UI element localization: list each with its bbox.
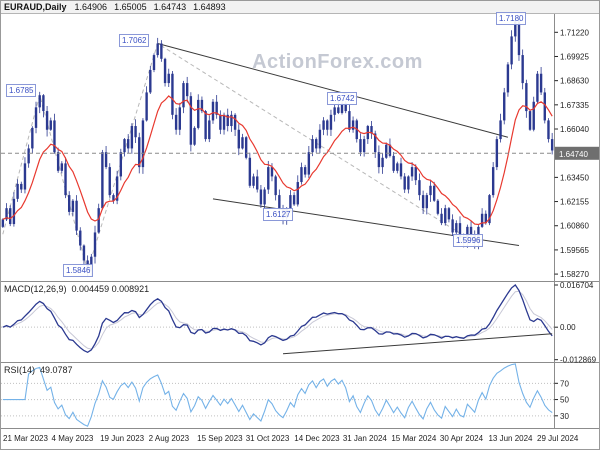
rsi-label-row: RSI(14) 49.0787 — [4, 365, 73, 375]
time-axis-label: 30 Apr 2024 — [440, 434, 484, 443]
rsi-value: 49.0787 — [40, 365, 73, 375]
chart-title-bar: EURAUD,Daily 1.64906 1.65005 1.64743 1.64893 — [1, 1, 599, 14]
time-axis-label: 21 Mar 2023 — [3, 434, 48, 443]
time-axis-label: 2 Aug 2023 — [149, 434, 190, 443]
time-axis-label: 14 Dec 2023 — [294, 434, 340, 443]
time-axis-label: 15 Sep 2023 — [197, 434, 243, 443]
price-axis-tick: 1.59565 — [560, 246, 589, 255]
time-axis-label: 31 Oct 2023 — [246, 434, 290, 443]
macd-trendline — [282, 333, 553, 355]
candlestick-series — [1, 17, 554, 277]
trendline — [157, 43, 509, 138]
macd-values: 0.004459 0.008921 — [71, 284, 150, 294]
macd-label-row: MACD(12,26,9) 0.004459 0.008921 — [4, 284, 149, 294]
watermark: ActionForex.com — [252, 51, 423, 73]
price-axis-tick: 1.71220 — [560, 28, 589, 37]
time-axis-label: 19 Jun 2023 — [100, 434, 145, 443]
ohlc-close: 1.64893 — [193, 2, 226, 12]
rsi-name: RSI(14) — [4, 365, 36, 375]
time-axis-label: 31 Jan 2024 — [343, 434, 388, 443]
time-axis-label: 4 May 2023 — [52, 434, 94, 443]
current-price-label: 1.64740 — [559, 150, 588, 159]
swing-dashed-line — [2, 42, 475, 273]
ohlc-low: 1.64743 — [153, 2, 187, 12]
time-axis-label: 29 Jul 2024 — [537, 434, 579, 443]
macd-axis-tick: 0.016704 — [560, 281, 594, 290]
current-price-box — [555, 146, 599, 160]
time-axis-label: 15 Mar 2024 — [391, 434, 436, 443]
time-axis-label: 13 Jun 2024 — [488, 434, 533, 443]
macd-axis-tick: 0.00 — [560, 323, 576, 332]
price-axis-tick: 1.62155 — [560, 198, 589, 207]
price-axis-tick: 1.63450 — [560, 173, 589, 182]
symbol-timeframe-label: EURAUD,Daily — [4, 2, 67, 12]
price-axis-tick: 1.68630 — [560, 77, 589, 86]
rsi-axis-tick: 30 — [560, 412, 569, 421]
rsi-axis-tick: 50 — [560, 396, 569, 405]
price-axis-tick: 1.69925 — [560, 52, 589, 61]
price-axis-tick: 1.60860 — [560, 222, 589, 231]
rsi-axis-tick: 70 — [560, 379, 569, 388]
moving-average-line — [2, 95, 553, 226]
price-axis-tick: 1.58270 — [560, 270, 589, 279]
macd-line — [2, 284, 553, 354]
ohlc-high: 1.65005 — [114, 2, 147, 12]
rsi-line — [2, 363, 553, 427]
price-axis-tick: 1.66040 — [560, 125, 589, 134]
price-axis-tick: 1.67335 — [560, 101, 589, 110]
ohlc-open: 1.64906 — [74, 2, 108, 12]
macd-name: MACD(12,26,9) — [4, 284, 67, 294]
macd-axis-tick: -0.012869 — [560, 356, 597, 365]
